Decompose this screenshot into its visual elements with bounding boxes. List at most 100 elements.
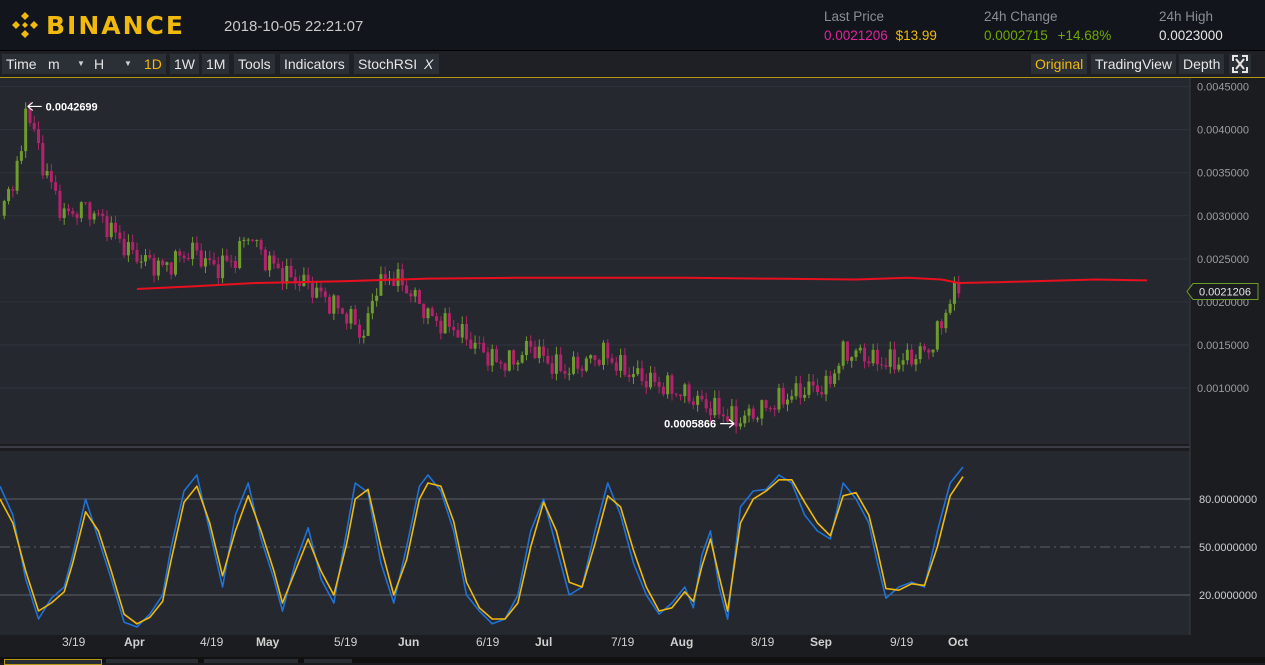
candle-body — [542, 346, 546, 356]
candle-body — [456, 330, 460, 338]
interval-1w-button[interactable]: 1W — [170, 54, 199, 74]
candle-body — [101, 213, 105, 217]
candle-body — [242, 239, 246, 241]
candle-body — [828, 375, 832, 384]
low-arrow-icon — [720, 419, 735, 429]
date-tick-label: 9/19 — [890, 635, 914, 649]
candle-body — [833, 373, 837, 384]
candle-body — [580, 368, 584, 371]
candle-body — [195, 242, 199, 251]
tradingview-button[interactable]: TradingView — [1091, 54, 1177, 74]
candle-body — [208, 258, 212, 261]
candle-body — [169, 262, 173, 275]
candle-body — [875, 349, 879, 365]
candle-body — [413, 290, 417, 297]
candle-body — [246, 239, 250, 241]
date-tick-label: 6/19 — [476, 635, 500, 649]
candle-body — [687, 384, 691, 402]
candle-body — [811, 381, 815, 386]
candle-body — [435, 316, 439, 321]
date-tick-label: Apr — [124, 635, 145, 649]
candle-body — [362, 335, 366, 338]
date-tick-label: 5/19 — [334, 635, 358, 649]
candle-body — [280, 268, 284, 284]
candle-body — [794, 383, 798, 397]
date-tick-label: Sep — [810, 635, 832, 649]
candle-body — [619, 355, 623, 371]
candle-body — [674, 393, 678, 395]
hour-interval-select[interactable]: H — [90, 54, 140, 74]
date-tick-label: May — [256, 635, 280, 649]
candle-body — [19, 151, 23, 161]
candle-body — [409, 293, 413, 297]
candle-body — [743, 415, 747, 424]
candle-body — [71, 211, 75, 214]
interval-1d-button[interactable]: 1D — [140, 54, 166, 74]
candle-body — [623, 355, 627, 375]
close-icon[interactable]: X — [424, 56, 434, 72]
candle-body — [96, 213, 100, 215]
candle-body — [704, 399, 708, 409]
candle-body — [893, 349, 897, 370]
date-tick-label: Jun — [398, 635, 419, 649]
price-tick-label: 0.0035000 — [1197, 168, 1249, 180]
candle-body — [807, 381, 811, 395]
time-button[interactable]: Time — [2, 54, 46, 74]
date-tick-label: 8/19 — [751, 635, 775, 649]
candle-body — [713, 397, 717, 416]
candle-body — [199, 250, 203, 267]
bottom-tab-active[interactable] — [4, 659, 102, 665]
bottom-tab[interactable] — [204, 659, 298, 663]
price-tick-label: 0.0040000 — [1197, 125, 1249, 137]
candle-body — [268, 255, 272, 271]
candle-body — [54, 182, 58, 191]
candle-body — [537, 346, 541, 359]
candle-body — [293, 277, 297, 284]
candle-body — [255, 240, 259, 242]
candle-body — [11, 189, 15, 191]
candle-body — [88, 202, 92, 220]
chevron-down-icon: ▼ — [77, 59, 85, 68]
binance-logo[interactable]: BINANCE — [10, 10, 185, 40]
candle-body — [276, 263, 280, 269]
candle-body — [443, 313, 447, 334]
tools-button[interactable]: Tools — [234, 54, 275, 74]
interval-1m-button[interactable]: 1M — [202, 54, 230, 74]
original-view-button[interactable]: Original — [1031, 54, 1088, 74]
last-price-label: Last Price — [824, 9, 885, 24]
minute-interval-select[interactable]: m — [44, 54, 92, 74]
candle-body — [708, 408, 712, 416]
candle-body — [148, 255, 152, 258]
bottom-tab[interactable] — [106, 659, 198, 663]
price-axis: 0.00100000.00150000.00200000.00250000.00… — [1186, 82, 1259, 395]
candle-body — [576, 356, 580, 369]
price-tick-label: 0.0025000 — [1197, 254, 1249, 266]
candle-body — [272, 255, 276, 264]
indicators-button[interactable]: Indicators — [280, 54, 349, 74]
depth-button[interactable]: Depth — [1179, 54, 1225, 74]
price-grid — [0, 86, 1190, 389]
candle-body — [798, 383, 802, 398]
bottom-tab[interactable] — [304, 659, 352, 663]
candle-body — [944, 312, 948, 329]
date-tick-label: Aug — [670, 635, 693, 649]
high-value: 0.0023000 — [1159, 28, 1223, 43]
last-price-stat: Last Price 0.0021206 $13.99 — [824, 9, 937, 43]
candle-body — [559, 354, 563, 371]
candle-body — [734, 406, 738, 427]
price-chart[interactable]: 0.00100000.00150000.00200000.00250000.00… — [0, 78, 1265, 663]
candle-body — [918, 346, 922, 360]
candle-body — [41, 143, 45, 176]
candle-body — [516, 362, 520, 365]
fullscreen-icon[interactable] — [1229, 54, 1251, 74]
candle-body — [396, 269, 400, 286]
candle-body — [820, 392, 824, 395]
candle-body — [507, 350, 511, 371]
candle-body — [62, 208, 66, 219]
candle-body — [841, 341, 845, 366]
candle-body — [661, 386, 665, 395]
bottom-strip — [0, 657, 1265, 663]
candle-body — [251, 239, 255, 241]
candle-body — [756, 418, 760, 420]
candlestick-series — [2, 101, 961, 434]
